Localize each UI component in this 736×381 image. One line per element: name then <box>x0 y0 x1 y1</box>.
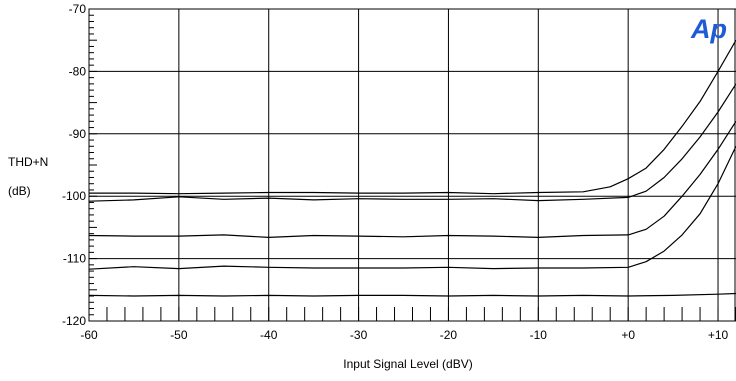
series-group <box>88 39 736 297</box>
series-line-1 <box>89 39 736 195</box>
x-tick-label: -60 <box>80 328 98 342</box>
x-tick-label: +0 <box>621 328 635 342</box>
y-tick-label: -110 <box>63 252 86 266</box>
minor-ticks <box>88 8 736 322</box>
x-tick-label: -20 <box>440 328 458 342</box>
series-line-5 <box>88 292 736 297</box>
series-line-2 <box>88 83 736 202</box>
y-axis-label-line2: (dB) <box>8 184 31 198</box>
x-tick-label: +10 <box>708 328 729 342</box>
x-axis-label: Input Signal Level (dBV) <box>343 357 473 371</box>
y-tick-label: -80 <box>69 64 87 78</box>
grid <box>88 8 736 322</box>
y-tick-label: -100 <box>62 189 86 203</box>
series-line-4 <box>88 146 736 270</box>
y-tick-label: -90 <box>69 127 87 141</box>
tick-labels: -60 -50 -40 -30 -20 -10 +0 +10 -120 -110 -100 -90 -8… <box>62 2 729 342</box>
y-tick-label: -120 <box>62 314 86 328</box>
plot-frame <box>88 8 736 322</box>
x-tick-label: -30 <box>350 328 368 342</box>
ap-logo: Ap <box>690 14 727 44</box>
x-tick-label: -50 <box>170 328 188 342</box>
x-tick-label: -40 <box>260 328 278 342</box>
x-tick-label: -10 <box>530 328 548 342</box>
y-tick-label: -70 <box>69 2 87 16</box>
y-axis-label-line1: THD+N <box>8 155 49 169</box>
x-axis-label-wrap: Input Signal Level (dBV) <box>0 357 736 371</box>
series-line-3 <box>88 120 736 238</box>
